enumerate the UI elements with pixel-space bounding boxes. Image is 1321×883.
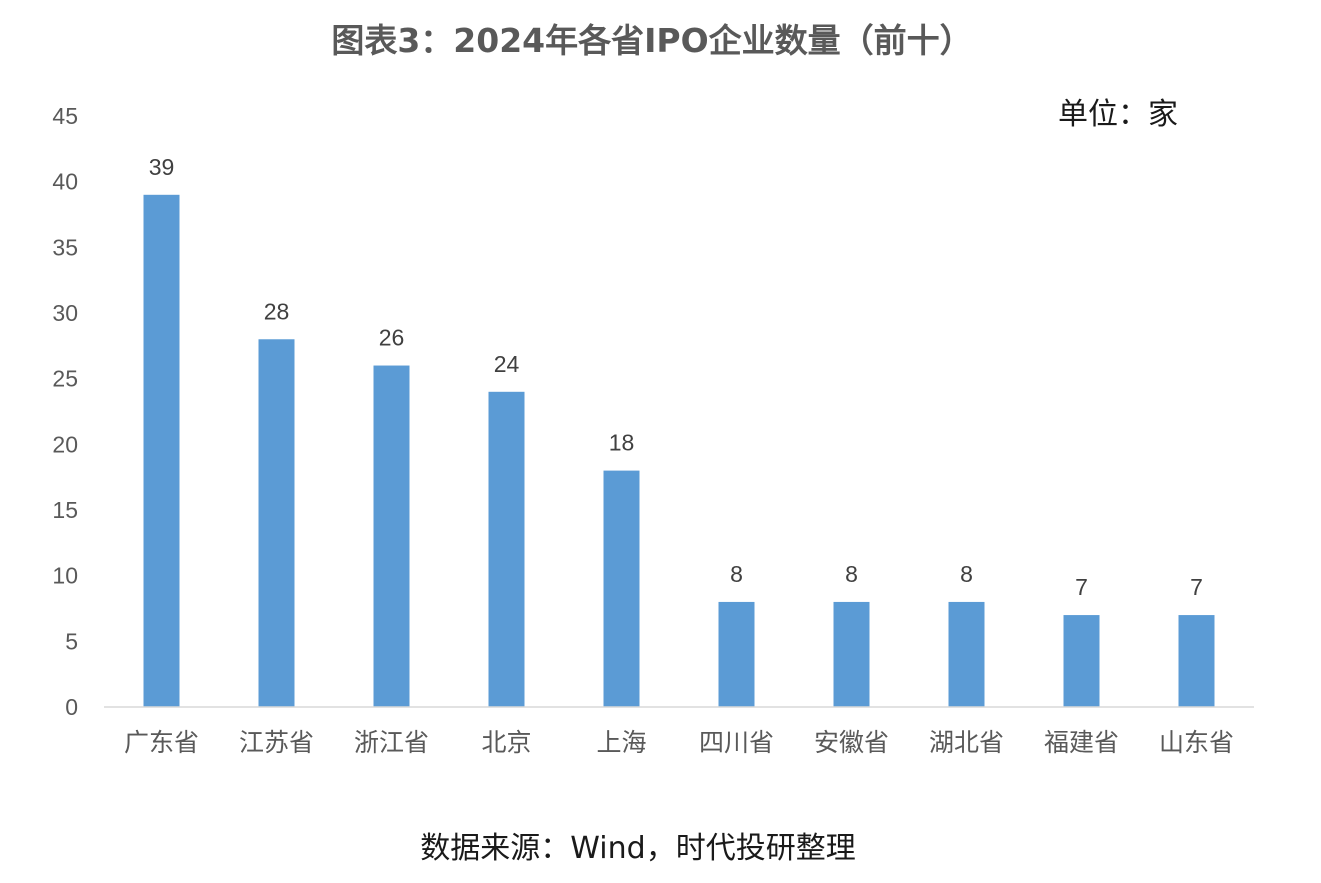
bar bbox=[488, 391, 525, 707]
x-tick-label: 四川省 bbox=[699, 728, 774, 757]
y-tick-label: 45 bbox=[52, 103, 78, 129]
bar bbox=[1178, 615, 1215, 707]
x-tick-label: 湖北省 bbox=[929, 728, 1004, 757]
data-label: 8 bbox=[730, 561, 743, 587]
y-tick-label: 35 bbox=[52, 234, 78, 260]
data-label: 18 bbox=[609, 430, 635, 456]
y-tick-label: 30 bbox=[52, 300, 78, 326]
y-tick-label: 40 bbox=[52, 169, 78, 195]
x-tick-label: 山东省 bbox=[1159, 728, 1234, 757]
data-label: 24 bbox=[494, 351, 520, 377]
x-tick-label: 广东省 bbox=[124, 728, 199, 757]
bar bbox=[1063, 615, 1100, 707]
data-label: 26 bbox=[379, 325, 405, 351]
source-note: 数据来源：Wind，时代投研整理 bbox=[420, 831, 855, 866]
y-tick-label: 0 bbox=[65, 694, 78, 720]
x-tick-label: 安徽省 bbox=[814, 728, 889, 757]
bar bbox=[603, 470, 640, 707]
bar bbox=[373, 365, 410, 707]
data-label: 28 bbox=[264, 298, 290, 324]
x-tick-label: 浙江省 bbox=[354, 728, 429, 757]
bar bbox=[948, 601, 985, 707]
y-tick-label: 15 bbox=[52, 497, 78, 523]
x-tick-label: 上海 bbox=[596, 728, 646, 757]
y-tick-label: 25 bbox=[52, 366, 78, 392]
bar bbox=[258, 339, 295, 707]
data-labels: 39 28 26 24 18 8 8 8 7 7 bbox=[149, 154, 1203, 600]
data-label: 39 bbox=[149, 154, 175, 180]
bar bbox=[833, 601, 870, 707]
bar bbox=[143, 194, 180, 708]
x-axis: 广东省 江苏省 浙江省 北京 上海 四川省 安徽省 湖北省 福建省 山东省 bbox=[104, 706, 1254, 757]
chart-title: 图表3：2024年各省IPO企业数量（前十） bbox=[331, 21, 972, 60]
x-tick-label: 北京 bbox=[481, 728, 531, 757]
y-tick-label: 20 bbox=[52, 431, 78, 457]
x-tick-label: 江苏省 bbox=[239, 728, 314, 757]
bars bbox=[143, 194, 1215, 708]
data-label: 7 bbox=[1190, 574, 1203, 600]
data-label: 7 bbox=[1075, 574, 1088, 600]
x-tick-label: 福建省 bbox=[1044, 728, 1119, 757]
y-tick-label: 10 bbox=[52, 563, 78, 589]
y-tick-label: 5 bbox=[65, 628, 78, 654]
y-axis: 0 5 10 15 20 25 30 35 40 45 bbox=[52, 103, 78, 720]
data-label: 8 bbox=[845, 561, 858, 587]
data-label: 8 bbox=[960, 561, 973, 587]
unit-label: 单位：家 bbox=[1058, 97, 1178, 132]
bar bbox=[718, 601, 755, 707]
